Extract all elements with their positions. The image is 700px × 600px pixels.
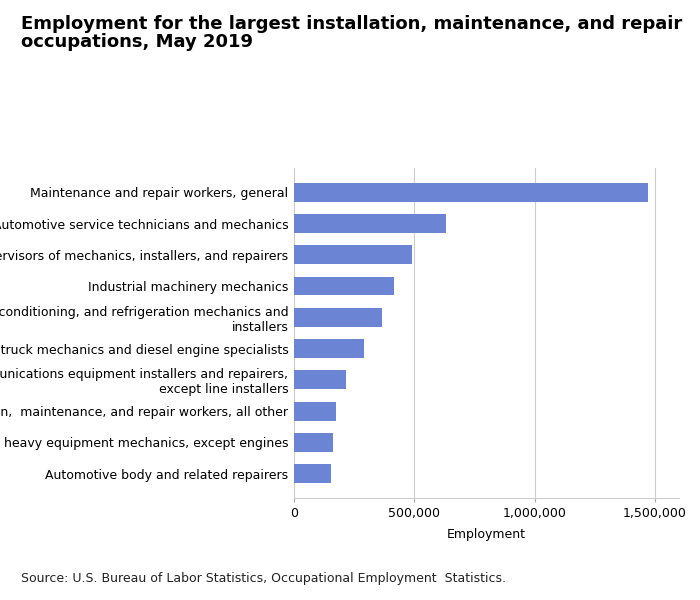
Bar bbox=[294, 214, 446, 233]
Bar bbox=[294, 433, 332, 452]
Text: Source: U.S. Bureau of Labor Statistics, Occupational Employment  Statistics.: Source: U.S. Bureau of Labor Statistics,… bbox=[21, 572, 506, 585]
Bar bbox=[294, 402, 336, 421]
X-axis label: Employment: Employment bbox=[447, 529, 526, 541]
Bar bbox=[294, 370, 346, 389]
Bar bbox=[294, 308, 382, 327]
Bar bbox=[294, 464, 331, 483]
Bar bbox=[294, 277, 394, 295]
Text: occupations, May 2019: occupations, May 2019 bbox=[21, 33, 253, 51]
Text: Employment for the largest installation, maintenance, and repair: Employment for the largest installation,… bbox=[21, 15, 682, 33]
Bar bbox=[294, 245, 412, 264]
Bar bbox=[294, 339, 364, 358]
Bar bbox=[294, 183, 648, 202]
